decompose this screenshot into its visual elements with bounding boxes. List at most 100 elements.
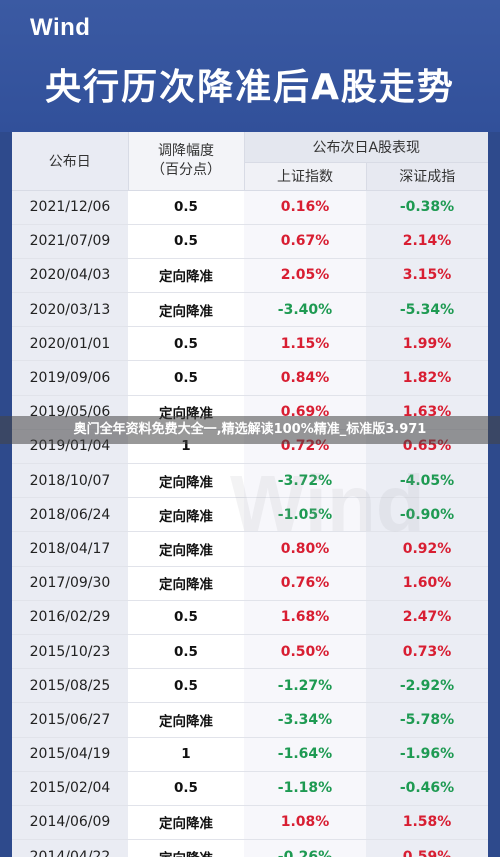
cell-shenzhen: -2.92% [366,668,488,704]
cell-shanghai: -3.34% [244,702,366,738]
cell-shanghai: 0.84% [244,360,366,396]
table-row: 2018/10/07 定向降准 -3.72% -4.05% [12,463,488,499]
page-title: 央行历次降准后A股走势 [45,67,455,108]
header-range-line1: 调降幅度 [158,142,214,159]
cell-shanghai: -3.40% [244,292,366,328]
table-row: 2016/02/29 0.5 1.68% 2.47% [12,600,488,635]
cell-range: 定向降准 [128,531,244,567]
cell-date: 2015/06/27 [12,702,128,738]
cell-range: 定向降准 [128,258,244,294]
cell-date: 2018/06/24 [12,497,128,533]
cell-date: 2015/02/04 [12,771,128,806]
table-row: 2015/06/27 定向降准 -3.34% -5.78% [12,702,488,738]
header: Wind 央行历次降准后A股走势 [0,0,500,132]
cell-shanghai: 2.05% [244,258,366,294]
cell-range: 0.5 [128,771,244,806]
table-row: 2020/04/03 定向降准 2.05% 3.15% [12,258,488,294]
table-row: 2020/01/01 0.5 1.15% 1.99% [12,326,488,362]
table-row: 2015/10/23 0.5 0.50% 0.73% [12,634,488,670]
cell-shenzhen: -0.38% [366,190,488,225]
cell-date: 2017/09/30 [12,566,128,601]
cell-range: 0.5 [128,600,244,635]
cell-date: 2021/07/09 [12,224,128,259]
cell-date: 2018/10/07 [12,463,128,499]
cell-shanghai: 0.50% [244,634,366,670]
cell-range: 0.5 [128,360,244,396]
cell-shenzhen: -5.78% [366,702,488,738]
cell-shanghai: -1.27% [244,668,366,704]
cell-range: 0.5 [128,190,244,225]
cell-shenzhen: 3.15% [366,258,488,294]
cell-shanghai: -1.05% [244,497,366,533]
cell-shanghai: -1.64% [244,737,366,772]
table-row: 2019/09/06 0.5 0.84% 1.82% [12,360,488,396]
cell-date: 2021/12/06 [12,190,128,225]
cell-date: 2016/02/29 [12,600,128,635]
cell-shanghai: 0.80% [244,531,366,567]
cell-shenzhen: -0.90% [366,497,488,533]
cell-date: 2014/06/09 [12,805,128,841]
cell-range: 0.5 [128,634,244,670]
cell-shenzhen: -4.05% [366,463,488,499]
table-row: 2015/08/25 0.5 -1.27% -2.92% [12,668,488,704]
cell-shenzhen: 1.60% [366,566,488,601]
cell-shanghai: -3.72% [244,463,366,499]
cell-range: 定向降准 [128,292,244,328]
wind-logo: Wind [30,14,91,41]
cell-date: 2020/04/03 [12,258,128,294]
table-row: 2021/12/06 0.5 0.16% -0.38% [12,190,488,225]
cell-shenzhen: 1.99% [366,326,488,362]
cell-shenzhen: -1.96% [366,737,488,772]
cell-shenzhen: -5.34% [366,292,488,328]
table-row: 2015/04/19 1 -1.64% -1.96% [12,737,488,772]
table-row: 2021/07/09 0.5 0.67% 2.14% [12,224,488,259]
cell-shanghai: 0.67% [244,224,366,259]
overlay-banner: 奥门全年资料免费大全一,精选解读100%精准_标准版3.971 [0,416,500,444]
cell-range: 定向降准 [128,702,244,738]
cell-shanghai: 0.76% [244,566,366,601]
cell-shanghai: -0.26% [244,839,366,857]
header-date: 公布日 [12,132,129,191]
cell-date: 2014/04/22 [12,839,128,857]
cell-shanghai: 0.16% [244,190,366,225]
header-shenzhen: 深证成指 [366,162,488,191]
cell-date: 2018/04/17 [12,531,128,567]
cell-shenzhen: -0.46% [366,771,488,806]
cell-shanghai: 1.08% [244,805,366,841]
cell-shenzhen: 2.14% [366,224,488,259]
table-row: 2014/04/22定向降准-0.26%0.59% [12,839,488,857]
watermark: Wind [230,459,425,548]
header-next-day-group: 公布次日A股表现 [244,132,488,163]
table-row: 2018/04/17 定向降准 0.80% 0.92% [12,531,488,567]
cell-shanghai: -1.18% [244,771,366,806]
cell-range: 0.5 [128,224,244,259]
table-row: 2014/06/09 定向降准 1.08% 1.58% [12,805,488,841]
cell-range: 定向降准 [128,463,244,499]
cell-range: 定向降准 [128,805,244,841]
table-row: 2020/03/13 定向降准 -3.40% -5.34% [12,292,488,328]
cell-shanghai: 1.15% [244,326,366,362]
cell-date: 2020/03/13 [12,292,128,328]
table-row: 2015/02/04 0.5 -1.18% -0.46% [12,771,488,806]
cell-shenzhen: 0.59% [366,839,488,857]
cell-shenzhen: 0.73% [366,634,488,670]
cell-range: 0.5 [128,668,244,704]
cell-shenzhen: 2.47% [366,600,488,635]
cell-date: 2015/10/23 [12,634,128,670]
cell-date: 2015/08/25 [12,668,128,704]
cell-shenzhen: 0.92% [366,531,488,567]
header-range: 调降幅度 （百分点） [128,132,245,191]
cell-date: 2015/04/19 [12,737,128,772]
cell-shenzhen: 1.58% [366,805,488,841]
cell-range: 定向降准 [128,839,244,857]
cell-shanghai: 1.68% [244,600,366,635]
header-range-line2: （百分点） [151,161,221,178]
table-row: 2017/09/30 定向降准 0.76% 1.60% [12,566,488,601]
cell-shenzhen: 1.82% [366,360,488,396]
table-row: 2018/06/24 定向降准 -1.05% -0.90% [12,497,488,533]
cell-date: 2020/01/01 [12,326,128,362]
cell-range: 定向降准 [128,497,244,533]
cell-date: 2019/09/06 [12,360,128,396]
header-shanghai: 上证指数 [244,162,367,191]
cell-range: 0.5 [128,326,244,362]
